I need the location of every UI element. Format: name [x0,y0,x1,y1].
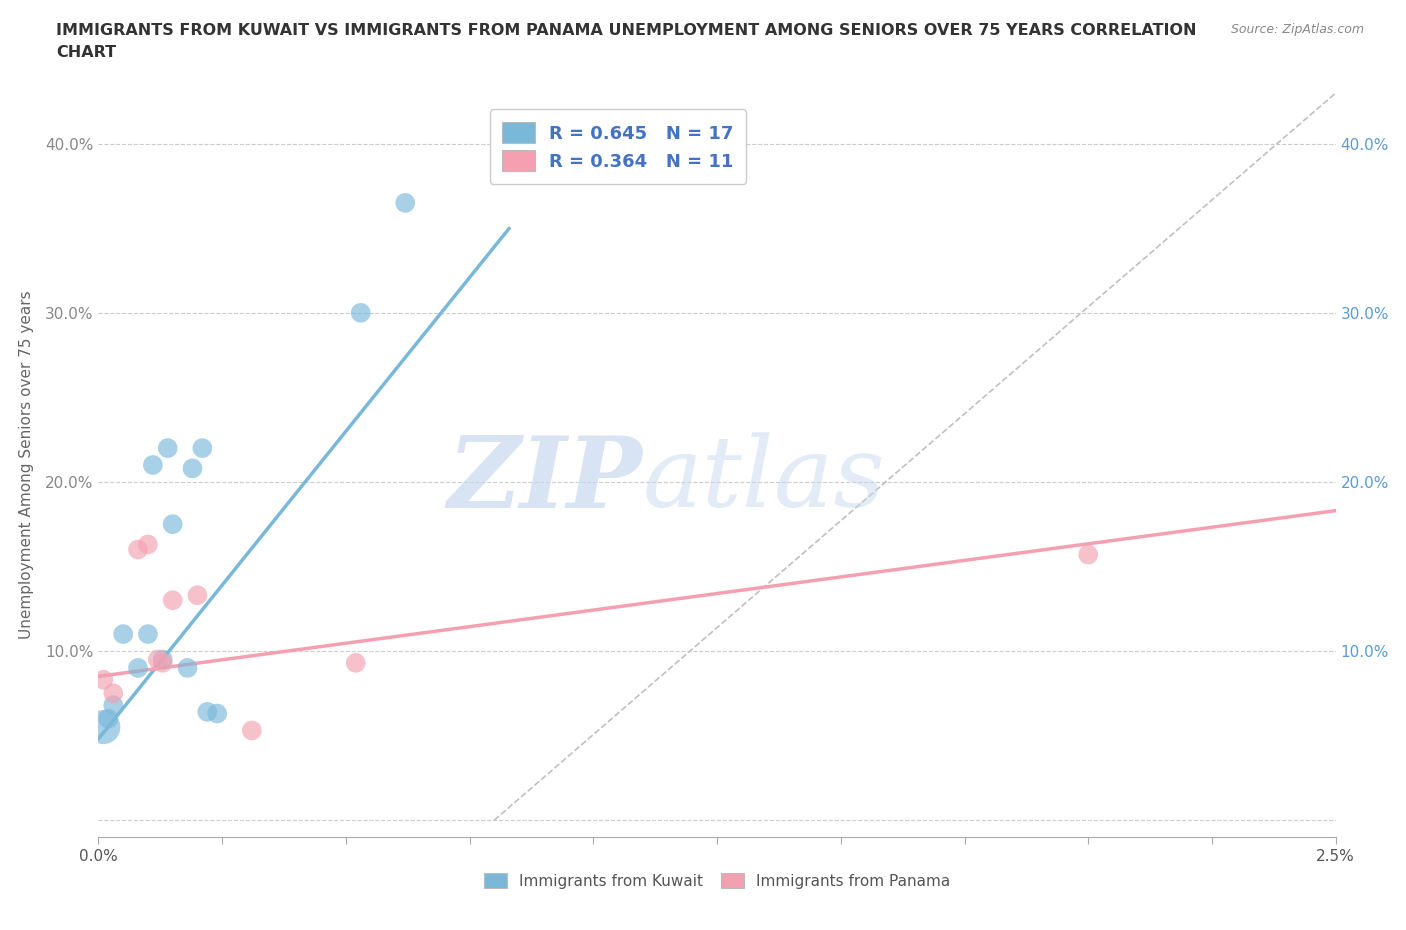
Text: IMMIGRANTS FROM KUWAIT VS IMMIGRANTS FROM PANAMA UNEMPLOYMENT AMONG SENIORS OVER: IMMIGRANTS FROM KUWAIT VS IMMIGRANTS FRO… [56,23,1197,38]
Y-axis label: Unemployment Among Seniors over 75 years: Unemployment Among Seniors over 75 years [18,291,34,639]
Point [142,458,165,472]
Point [93,672,115,687]
Point [136,537,159,551]
Point [156,441,179,456]
Point [240,723,263,737]
Point [162,517,184,532]
Point [97,711,120,726]
Text: CHART: CHART [56,45,117,60]
Text: ZIP: ZIP [449,432,643,528]
Text: Source: ZipAtlas.com: Source: ZipAtlas.com [1230,23,1364,36]
Point [186,588,208,603]
Point [112,627,135,642]
Point [136,627,159,642]
Point [127,660,149,675]
Point [394,195,416,210]
Point [152,652,174,667]
Point [162,592,184,607]
Point [1077,547,1099,562]
Text: atlas: atlas [643,432,886,527]
Point [176,660,198,675]
Point [344,656,367,671]
Point [205,706,228,721]
Point [181,461,204,476]
Point [103,698,125,712]
Point [191,441,214,456]
Point [195,704,218,719]
Point [103,685,125,700]
Point [152,656,174,671]
Point [350,305,373,320]
Point [146,652,169,667]
Legend: Immigrants from Kuwait, Immigrants from Panama: Immigrants from Kuwait, Immigrants from … [477,865,957,897]
Point [93,720,115,735]
Point [127,542,149,557]
